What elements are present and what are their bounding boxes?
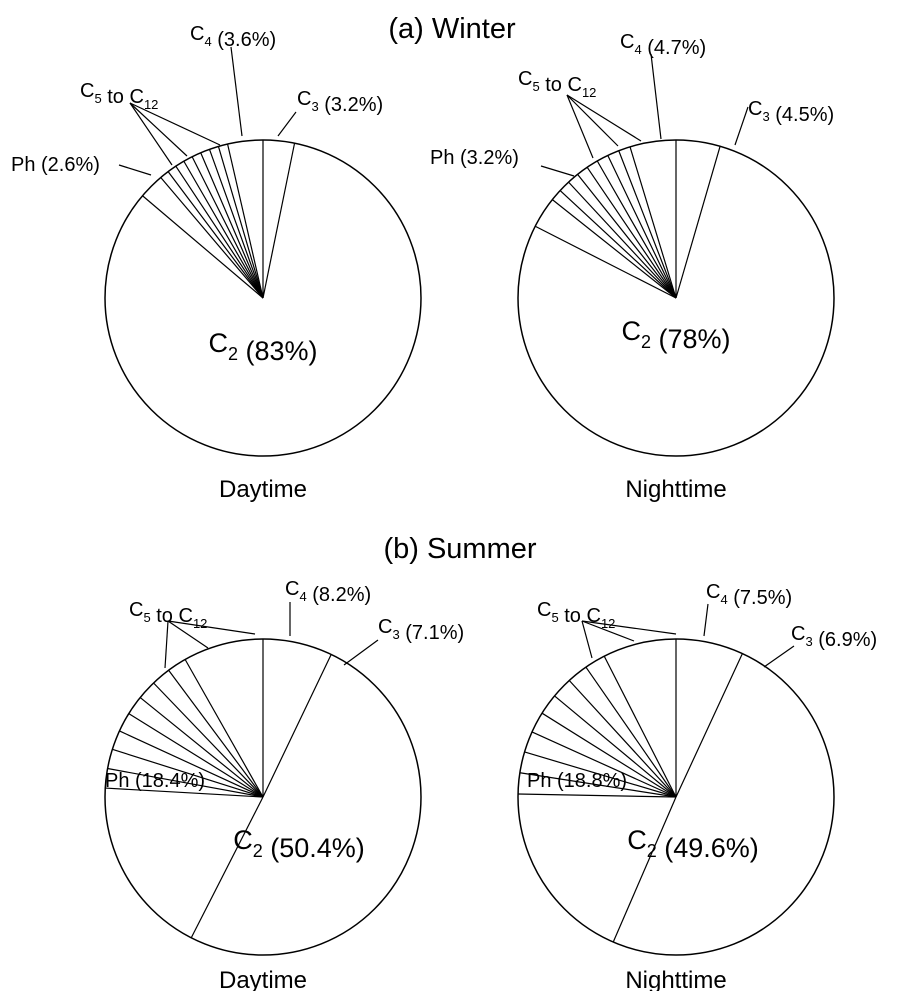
slice-boundary-c5-c12 <box>167 171 264 299</box>
slice-label-c3: C3 (3.2%) <box>297 88 383 116</box>
slice-label-c5-c12: C5 to C12 <box>518 68 596 100</box>
pie-caption: Daytime <box>219 476 307 503</box>
slice-boundary-c5-c12 <box>568 680 677 798</box>
slice-boundary-c5-c12 <box>524 751 677 798</box>
slice-boundary-ph <box>534 225 677 299</box>
slice-boundary-ph <box>142 195 264 299</box>
leader-line-c5-c12 <box>581 620 635 642</box>
slice-boundary-c5-c12 <box>175 165 264 299</box>
pie-winter-daytime: C2 (83%) Ph (2.6%) C5 to C12 C4 (3.6%) C3 (3… <box>11 23 422 503</box>
leader-line-c5-c12 <box>129 102 188 157</box>
slice-boundary-c3 <box>675 653 743 798</box>
slice-label-c5-c12: C5 to C12 <box>80 80 158 112</box>
leader-line-c4 <box>230 46 243 137</box>
slice-boundary-c5-c12 <box>208 149 264 299</box>
slice-label-c3: C3 (6.9%) <box>791 623 877 651</box>
slice-label-c2: C2 (78%) <box>621 316 730 354</box>
slice-boundary-c5-c12 <box>541 712 677 798</box>
leader-line-ph <box>540 165 575 177</box>
leader-line-c5-c12 <box>566 94 594 159</box>
slice-boundary-c5-c12 <box>518 793 677 798</box>
slice-boundary-c4 <box>226 143 264 299</box>
slice-label-c2: C2 (83%) <box>208 328 317 366</box>
slice-boundary-c5-c12 <box>577 174 677 299</box>
slice-boundary-c5-c12 <box>519 772 677 798</box>
slice-boundary-c5-c12 <box>585 666 677 798</box>
slice-boundary-c3 <box>262 143 296 299</box>
slice-label-ph: Ph (3.2%) <box>430 147 519 169</box>
slice-boundary-c4 <box>629 146 677 299</box>
slice-boundary-ph <box>190 796 264 939</box>
slice-label-c4: C4 (7.5%) <box>706 581 792 609</box>
slice-boundary-c3 <box>262 654 332 798</box>
leader-line-c5-c12 <box>129 102 221 146</box>
slice-boundary-ph <box>612 796 677 943</box>
slice-boundary-c5-c12 <box>568 181 677 299</box>
slice-label-c5-c12: C5 to C12 <box>537 599 615 631</box>
slice-boundary-c5-c12 <box>168 669 264 798</box>
leader-line-ph <box>118 164 152 176</box>
slice-boundary-c5-c12 <box>139 697 264 798</box>
slice-boundary-c5-c12 <box>217 146 264 299</box>
slice-boundary-c5-c12 <box>107 767 264 798</box>
panel-title-summer: (b) Summer <box>383 533 536 565</box>
leader-line-c3 <box>763 645 795 668</box>
leader-line-c5-c12 <box>129 102 173 166</box>
slice-boundary-c5-c12 <box>119 730 264 798</box>
leader-line-c3 <box>343 639 379 666</box>
slice-label-c3: C3 (4.5%) <box>748 98 834 126</box>
leader-line-c5-c12 <box>581 620 593 659</box>
slice-boundary-c5-c12 <box>105 787 264 798</box>
slice-boundary-c4 <box>184 659 264 798</box>
leader-line-c5-c12 <box>566 94 642 142</box>
pie-caption: Nighttime <box>625 476 726 503</box>
pie-winter-nighttime: C2 (78%) Ph (3.2%) C5 to C12 C4 (4.7%) C3 (4… <box>430 31 835 503</box>
pie-caption: Daytime <box>219 967 307 991</box>
leader-line-c5-c12 <box>164 620 169 669</box>
pie-summer-nighttime: C2 (49.6%) Ph (18.8%) C5 to C12 C4 (7.5%) C3… <box>517 581 877 991</box>
slice-label-ph: Ph (18.8%) <box>527 770 627 792</box>
leader-line-c4 <box>703 603 709 637</box>
slice-boundary-c5-c12 <box>586 166 677 299</box>
slice-boundary-c5-c12 <box>160 177 264 299</box>
slice-boundary-c5-c12 <box>183 160 264 299</box>
slice-label-c2: C2 (49.6%) <box>627 825 759 863</box>
leader-line-c4 <box>650 53 662 140</box>
slice-label-c4: C4 (3.6%) <box>190 23 276 51</box>
slice-label-c4: C4 (4.7%) <box>620 31 706 59</box>
slice-boundary-c5-c12 <box>153 682 264 798</box>
leader-line-c5-c12 <box>167 620 256 635</box>
slice-boundary-c3 <box>675 146 721 299</box>
leader-line-c5-c12 <box>566 94 619 147</box>
pie-summer-daytime: C2 (50.4%) Ph (18.4%) C5 to C12 C4 (8.2%)C3… <box>104 578 464 991</box>
slice-boundary-c5-c12 <box>559 190 677 299</box>
slice-label-c2: C2 (50.4%) <box>233 825 365 863</box>
pie-caption: Nighttime <box>625 967 726 991</box>
slice-label-ph: Ph (18.4%) <box>105 770 205 792</box>
slice-boundary-c4 <box>603 655 677 798</box>
slice-boundary-c5-c12 <box>531 731 677 798</box>
slice-boundary-c5-c12 <box>128 713 264 798</box>
leader-line-c5-c12 <box>581 620 677 635</box>
slice-label-c4: C4 (8.2%) <box>285 578 371 606</box>
panel-title-winter: (a) Winter <box>388 13 516 45</box>
slice-boundary-c5-c12 <box>607 155 677 299</box>
slice-boundary-c5-c12 <box>596 160 677 299</box>
slice-label-c5-c12: C5 to C12 <box>129 599 207 631</box>
leader-line-c5-c12 <box>167 620 209 649</box>
slice-label-c3: C3 (7.1%) <box>378 616 464 644</box>
slice-boundary-c5-c12 <box>554 695 677 798</box>
slice-label-ph: Ph (2.6%) <box>11 154 100 176</box>
slice-boundary-c5-c12 <box>200 152 264 299</box>
leader-line-c3 <box>734 106 749 146</box>
slice-boundary-c5-c12 <box>618 150 677 299</box>
slice-boundary-c5-c12 <box>552 199 677 299</box>
leader-line-c3 <box>277 111 297 137</box>
slice-boundary-c5-c12 <box>191 156 264 299</box>
slice-boundary-c5-c12 <box>112 748 264 798</box>
